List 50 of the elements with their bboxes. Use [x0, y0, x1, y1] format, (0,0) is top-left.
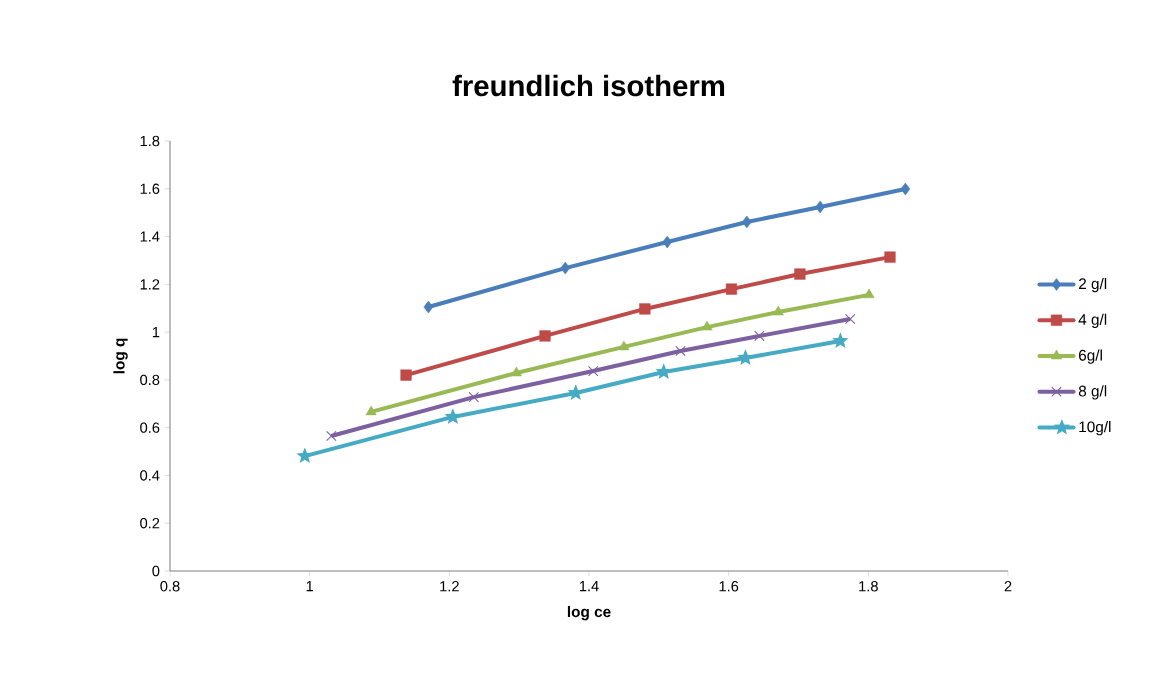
point — [618, 340, 630, 351]
point — [863, 288, 875, 299]
x-tick-label: 0.8 — [160, 581, 180, 592]
point — [772, 305, 784, 316]
point — [468, 391, 480, 403]
x-tick-label: 2 — [1004, 581, 1012, 592]
point — [326, 430, 337, 442]
point — [884, 251, 896, 263]
x-tick-label: 1.4 — [579, 581, 599, 592]
point — [754, 330, 765, 342]
point — [400, 369, 412, 381]
point — [832, 332, 849, 348]
point — [510, 366, 522, 377]
y-tick-label: 1.2 — [140, 279, 160, 290]
y-tick-label: 1.6 — [140, 183, 160, 194]
point — [701, 320, 713, 331]
y-tick-label: 1 — [152, 327, 160, 338]
y-axis-title: log q — [113, 338, 128, 374]
point — [662, 235, 672, 249]
point — [742, 215, 752, 229]
point — [844, 313, 856, 325]
chart-title: freundlich isotherm — [452, 74, 725, 97]
point — [560, 261, 571, 275]
point — [815, 200, 825, 214]
x-axis-title: log ce — [567, 605, 611, 621]
y-tick-label: 0.8 — [140, 374, 160, 386]
point — [675, 345, 686, 357]
point — [900, 182, 911, 196]
x-tick-label: 1.2 — [440, 581, 459, 592]
legend-label: 8 g/l — [1078, 385, 1107, 400]
y-tick-label: 1.4 — [140, 231, 160, 242]
y-tick-label: 0.6 — [140, 422, 160, 433]
legend-label: 10g/l — [1079, 421, 1111, 436]
x-tick-label: 1.6 — [719, 581, 739, 592]
point — [587, 365, 599, 377]
y-tick-label: 0.4 — [140, 470, 160, 481]
y-tick-label: 0 — [152, 565, 160, 577]
legend-label: 4 g/l — [1078, 313, 1107, 328]
point — [365, 405, 377, 416]
legend-label: 6g/l — [1079, 349, 1102, 364]
point — [794, 268, 806, 280]
x-tick-label: 1 — [306, 581, 314, 592]
point — [639, 303, 651, 315]
y-tick-label: 0.2 — [140, 518, 160, 529]
point — [539, 330, 551, 342]
point — [725, 283, 738, 295]
x-tick-label: 1.8 — [859, 581, 878, 592]
point — [423, 300, 434, 314]
y-tick-label: 1.8 — [140, 135, 160, 147]
legend-label: 2 g/l — [1079, 277, 1107, 293]
